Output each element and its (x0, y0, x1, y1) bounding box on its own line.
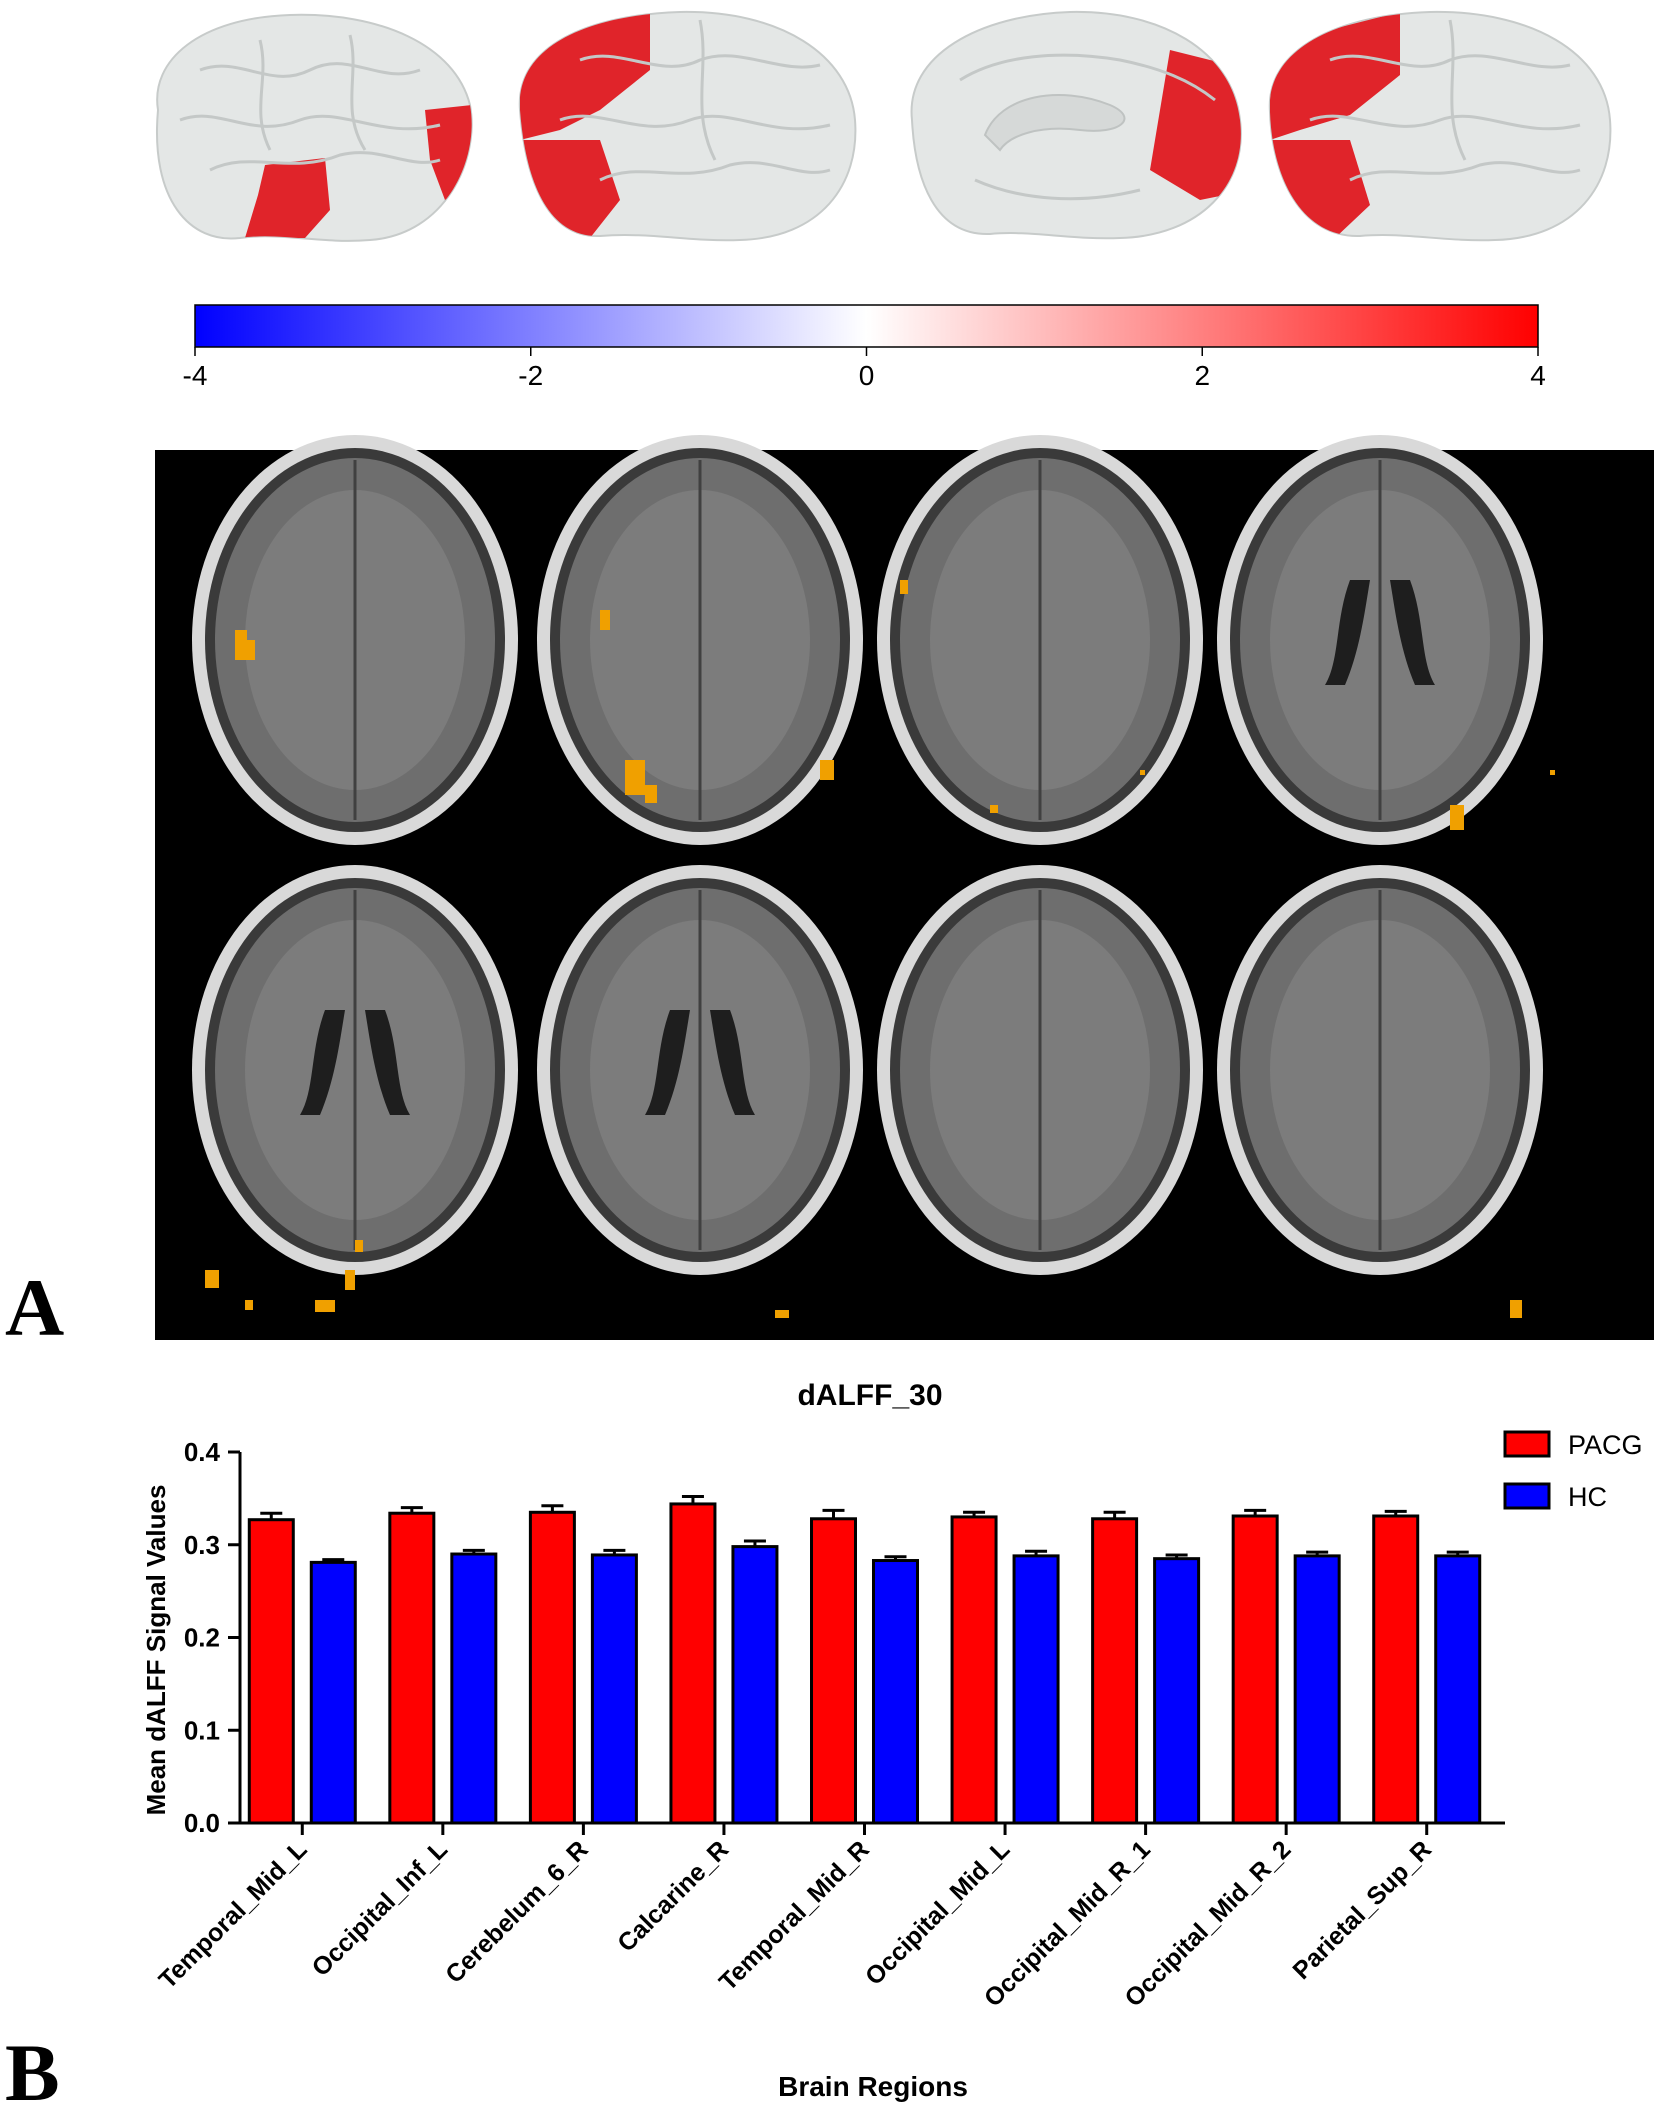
y-tick-label: 0.2 (184, 1623, 220, 1653)
x-tick-label: Occipital_Mid_L (860, 1835, 1015, 1990)
activation-cluster (355, 1240, 363, 1252)
activation-cluster (1550, 770, 1555, 775)
surface-brain-left-medial (518, 10, 857, 242)
bar-chart: dALFF_30 Mean dALFF Signal Values Brain … (141, 1379, 1643, 2102)
panel-label-a: A (5, 1262, 64, 1353)
mri-axial-slice (1217, 865, 1543, 1318)
bar-pacg (950, 1515, 998, 1825)
mri-panel (155, 435, 1654, 1340)
activation-cluster (245, 1300, 253, 1310)
bar-pacg (1091, 1517, 1139, 1825)
bar-hc (1012, 1554, 1060, 1825)
colorbar-tick-label: 0 (859, 360, 875, 391)
colorbar-tick-label: -4 (183, 360, 208, 391)
colorbar: -4 -2 0 2 4 (183, 304, 1546, 391)
bar-pacg (247, 1518, 295, 1825)
activation-cluster (775, 1310, 789, 1318)
activation-cluster (1450, 805, 1464, 830)
activation-cluster (900, 580, 908, 594)
x-tick-label: Temporal_Mid_L (154, 1835, 313, 1994)
x-tick-label: Temporal_Mid_R (714, 1835, 875, 1996)
panel-label-b: B (5, 2027, 60, 2106)
legend-swatch-hc (1503, 1482, 1551, 1510)
bar-pacg (528, 1510, 576, 1825)
activation-cluster (820, 760, 834, 780)
chart-title: dALFF_30 (797, 1379, 942, 1412)
bar-hc (731, 1545, 779, 1825)
bar-pacg (388, 1511, 436, 1825)
activation-cluster (1140, 770, 1145, 775)
x-tick-label: Calcarine_R (612, 1835, 734, 1957)
activation-cluster (235, 630, 247, 660)
legend-swatch-pacg (1503, 1430, 1551, 1458)
bar-pacg (1372, 1514, 1420, 1825)
bar-hc (309, 1560, 357, 1825)
colorbar-tick-label: 2 (1194, 360, 1210, 391)
mri-axial-slice (192, 865, 518, 1312)
bar-hc (872, 1559, 919, 1825)
mri-axial-slice (537, 435, 863, 845)
mri-axial-slice (537, 865, 863, 1318)
mri-axial-slice (192, 435, 518, 845)
activation-cluster (345, 1270, 355, 1290)
x-tick-label: Parietal_Sup_R (1287, 1835, 1436, 1984)
colorbar-gradient (194, 304, 1539, 348)
activation-cluster (205, 1270, 219, 1288)
activation-cluster (990, 805, 998, 813)
y-axis-label: Mean dALFF Signal Values (141, 1485, 171, 1816)
mri-axial-slice (877, 865, 1203, 1275)
bar-pacg (1231, 1514, 1279, 1825)
activation-cluster (245, 640, 255, 660)
bar-pacg (669, 1502, 717, 1825)
activation-cluster (625, 760, 645, 795)
bar-hc (450, 1552, 498, 1825)
legend-label-hc: HC (1568, 1482, 1607, 1512)
y-tick-label: 0.4 (184, 1437, 221, 1467)
colorbar-tick-label: 4 (1530, 360, 1546, 391)
y-tick-label: 0.0 (184, 1808, 220, 1838)
bar-hc (590, 1553, 638, 1825)
bar-pacg (810, 1517, 857, 1825)
activation-cluster (600, 610, 610, 630)
x-axis-label: Brain Regions (778, 2071, 968, 2102)
bar-hc (1293, 1554, 1341, 1825)
bar-hc (1153, 1557, 1201, 1825)
x-tick-label: Occipital_Inf_L (307, 1835, 454, 1982)
surface-brain-left-lateral (156, 13, 473, 242)
x-tick-label: Cerebelum_6_R (440, 1835, 593, 1988)
y-tick-label: 0.3 (184, 1530, 220, 1560)
bar-hc (1434, 1554, 1482, 1825)
activation-cluster (645, 785, 657, 803)
legend-label-pacg: PACG (1568, 1430, 1643, 1460)
activation-cluster (315, 1300, 335, 1312)
mri-axial-slice (877, 435, 1203, 845)
surface-brain-right-lateral (1268, 10, 1612, 242)
y-tick-label: 0.1 (184, 1715, 220, 1745)
mri-axial-slice (1217, 435, 1555, 845)
activation-cluster (1510, 1300, 1522, 1318)
surface-brain-right-medial (910, 10, 1242, 240)
colorbar-tick-label: -2 (518, 360, 543, 391)
